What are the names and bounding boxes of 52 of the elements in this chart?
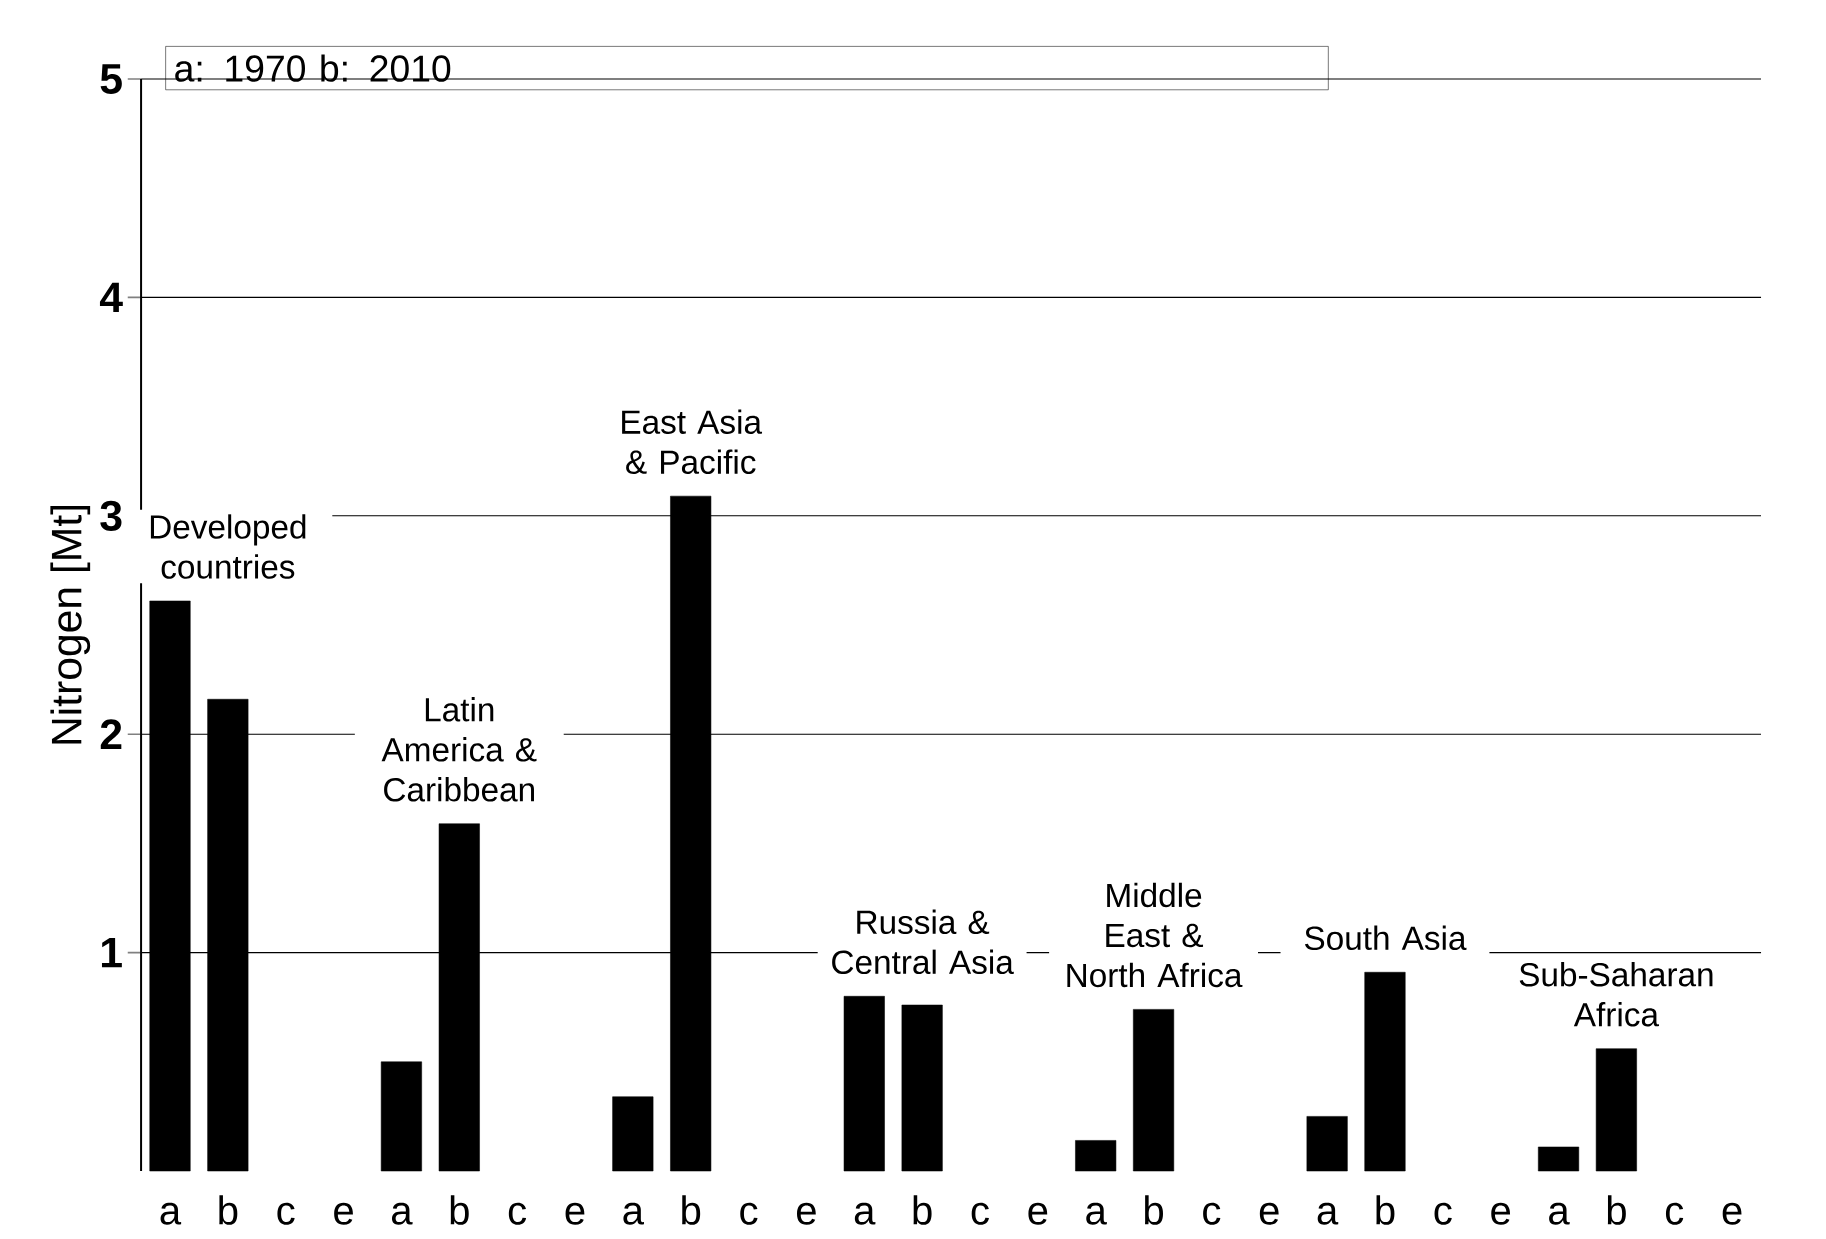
legend-title: a: 1970 b: 2010: [175, 54, 451, 82]
x-tick-label: a: [392, 1202, 413, 1225]
bar: [843, 996, 885, 1172]
x-tick-label: e: [334, 1202, 353, 1225]
x-tick-label: b: [682, 1195, 701, 1225]
y-tick-label: 5: [100, 64, 122, 94]
x-tick-label: b: [1145, 1195, 1164, 1225]
annotation: Russia & Central Asia: [832, 909, 1014, 975]
bar: [1538, 1146, 1580, 1172]
x-tick-label: c: [1434, 1202, 1452, 1225]
x-tick-label: e: [1491, 1202, 1511, 1225]
annotation: Developed countries: [150, 514, 306, 579]
x-tick-label: e: [1259, 1202, 1279, 1225]
x-tick-label: c: [508, 1202, 527, 1225]
x-tick-label: c: [971, 1202, 989, 1225]
y-tick-label: 1: [101, 937, 122, 968]
bar: [1133, 1009, 1175, 1172]
annotation: Sub-Saharan Africa: [1519, 962, 1713, 1027]
bar: [901, 1004, 943, 1172]
x-tick-label: e: [1722, 1202, 1742, 1225]
annotation: Middle East & North Africa: [1067, 882, 1243, 988]
annotation: Latin America & Caribbean: [381, 697, 537, 802]
bar: [612, 1096, 654, 1172]
x-tick-label: b: [913, 1195, 932, 1225]
x-tick-label: b: [1376, 1195, 1395, 1225]
x-tick-label: b: [450, 1195, 469, 1225]
bar: [380, 1061, 422, 1172]
y-tick-label: 4: [99, 282, 123, 313]
bar: [1075, 1140, 1117, 1172]
x-tick-label: a: [623, 1202, 644, 1225]
y-axis-title: Nitrogen [Mt]: [50, 505, 91, 744]
x-tick-label: b: [1607, 1195, 1626, 1225]
x-tick-label: a: [160, 1202, 182, 1225]
x-tick-label: c: [277, 1202, 295, 1225]
x-tick-label: e: [796, 1202, 816, 1225]
y-tick-label: 3: [100, 500, 122, 531]
x-tick-label: e: [1028, 1202, 1048, 1225]
annotation: East Asia & Pacific: [622, 409, 763, 474]
x-tick-label: e: [565, 1202, 585, 1225]
x-tick-label: a: [1549, 1202, 1570, 1225]
y-tick-label: 2: [100, 719, 122, 750]
x-tick-label: c: [740, 1202, 758, 1225]
bar: [1595, 1048, 1637, 1172]
x-tick-label: a: [854, 1202, 876, 1225]
x-tick-label: b: [219, 1195, 238, 1225]
x-tick-label: a: [1317, 1202, 1339, 1225]
x-tick-label: c: [1665, 1202, 1684, 1225]
annotation: South Asia: [1304, 925, 1467, 951]
bar: [1364, 971, 1406, 1172]
x-tick-label: c: [1203, 1202, 1221, 1225]
x-tick-label: a: [1086, 1202, 1107, 1225]
bar: [1306, 1116, 1348, 1172]
